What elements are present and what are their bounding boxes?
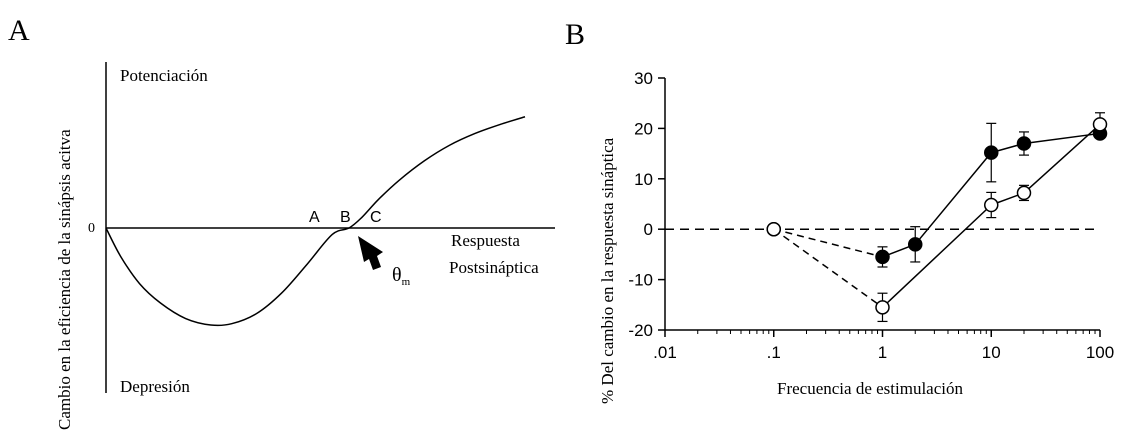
panel-b-xlabel: Frecuencia de estimulación	[777, 379, 963, 398]
x-tick-label: .1	[767, 343, 781, 362]
zero-label: 0	[88, 221, 95, 236]
point-label-a: A	[309, 209, 320, 226]
open-series-segment	[773, 228, 883, 308]
x-tick-label: 1	[878, 343, 887, 362]
y-tick-label: -10	[628, 271, 653, 290]
panel-b-axes: -20 -10 0 10 20 30 .01 .1 1 10 100	[628, 69, 1114, 362]
panel-b: B % Del cambio en la respuesta sináptica…	[565, 18, 1114, 404]
open-series-segment	[1023, 123, 1101, 194]
potenciacion-label: Potenciación	[120, 66, 208, 85]
panel-a: A Cambio en la eficiencia de la sinápsis…	[8, 14, 555, 430]
filled-data-point	[875, 249, 890, 265]
filled-data-point	[984, 145, 999, 160]
theta-label: θm	[392, 264, 411, 288]
panel-a-label: A	[8, 14, 30, 47]
open-data-point	[766, 221, 781, 237]
open-data-point	[1092, 117, 1108, 132]
y-tick-label: 20	[634, 119, 653, 138]
y-tick-label: 10	[634, 170, 653, 189]
depresion-label: Depresión	[120, 377, 190, 396]
y-tick-label: 30	[634, 69, 653, 88]
open-series-segment	[881, 204, 992, 308]
filled-series-segment	[773, 228, 883, 258]
panel-a-ylabel: Cambio en la eficiencia de la sinápsis a…	[55, 129, 74, 430]
open-data-point	[1016, 185, 1032, 201]
filled-data-point	[907, 237, 923, 252]
point-label-c: C	[370, 209, 382, 226]
x-tick-label: 100	[1086, 343, 1114, 362]
y-tick-label: -20	[628, 321, 653, 340]
filled-series-segment	[914, 152, 992, 245]
x-tick-label: .01	[653, 343, 677, 362]
panel-b-label: B	[565, 18, 585, 51]
threshold-arrow-icon	[358, 236, 383, 270]
panel-b-ylabel: % Del cambio en la respuesta sináptica	[598, 137, 617, 404]
point-label-b: B	[340, 209, 351, 226]
xlabel-line-2: Postsináptica	[449, 258, 539, 277]
filled-data-point	[1016, 136, 1032, 151]
open-data-point	[984, 197, 999, 213]
panel-b-series	[766, 112, 1108, 323]
open-data-point	[875, 300, 890, 315]
y-tick-label: 0	[644, 220, 653, 239]
x-tick-label: 10	[982, 343, 1001, 362]
bcm-curve	[105, 116, 526, 327]
xlabel-line-1: Respuesta	[451, 231, 520, 250]
